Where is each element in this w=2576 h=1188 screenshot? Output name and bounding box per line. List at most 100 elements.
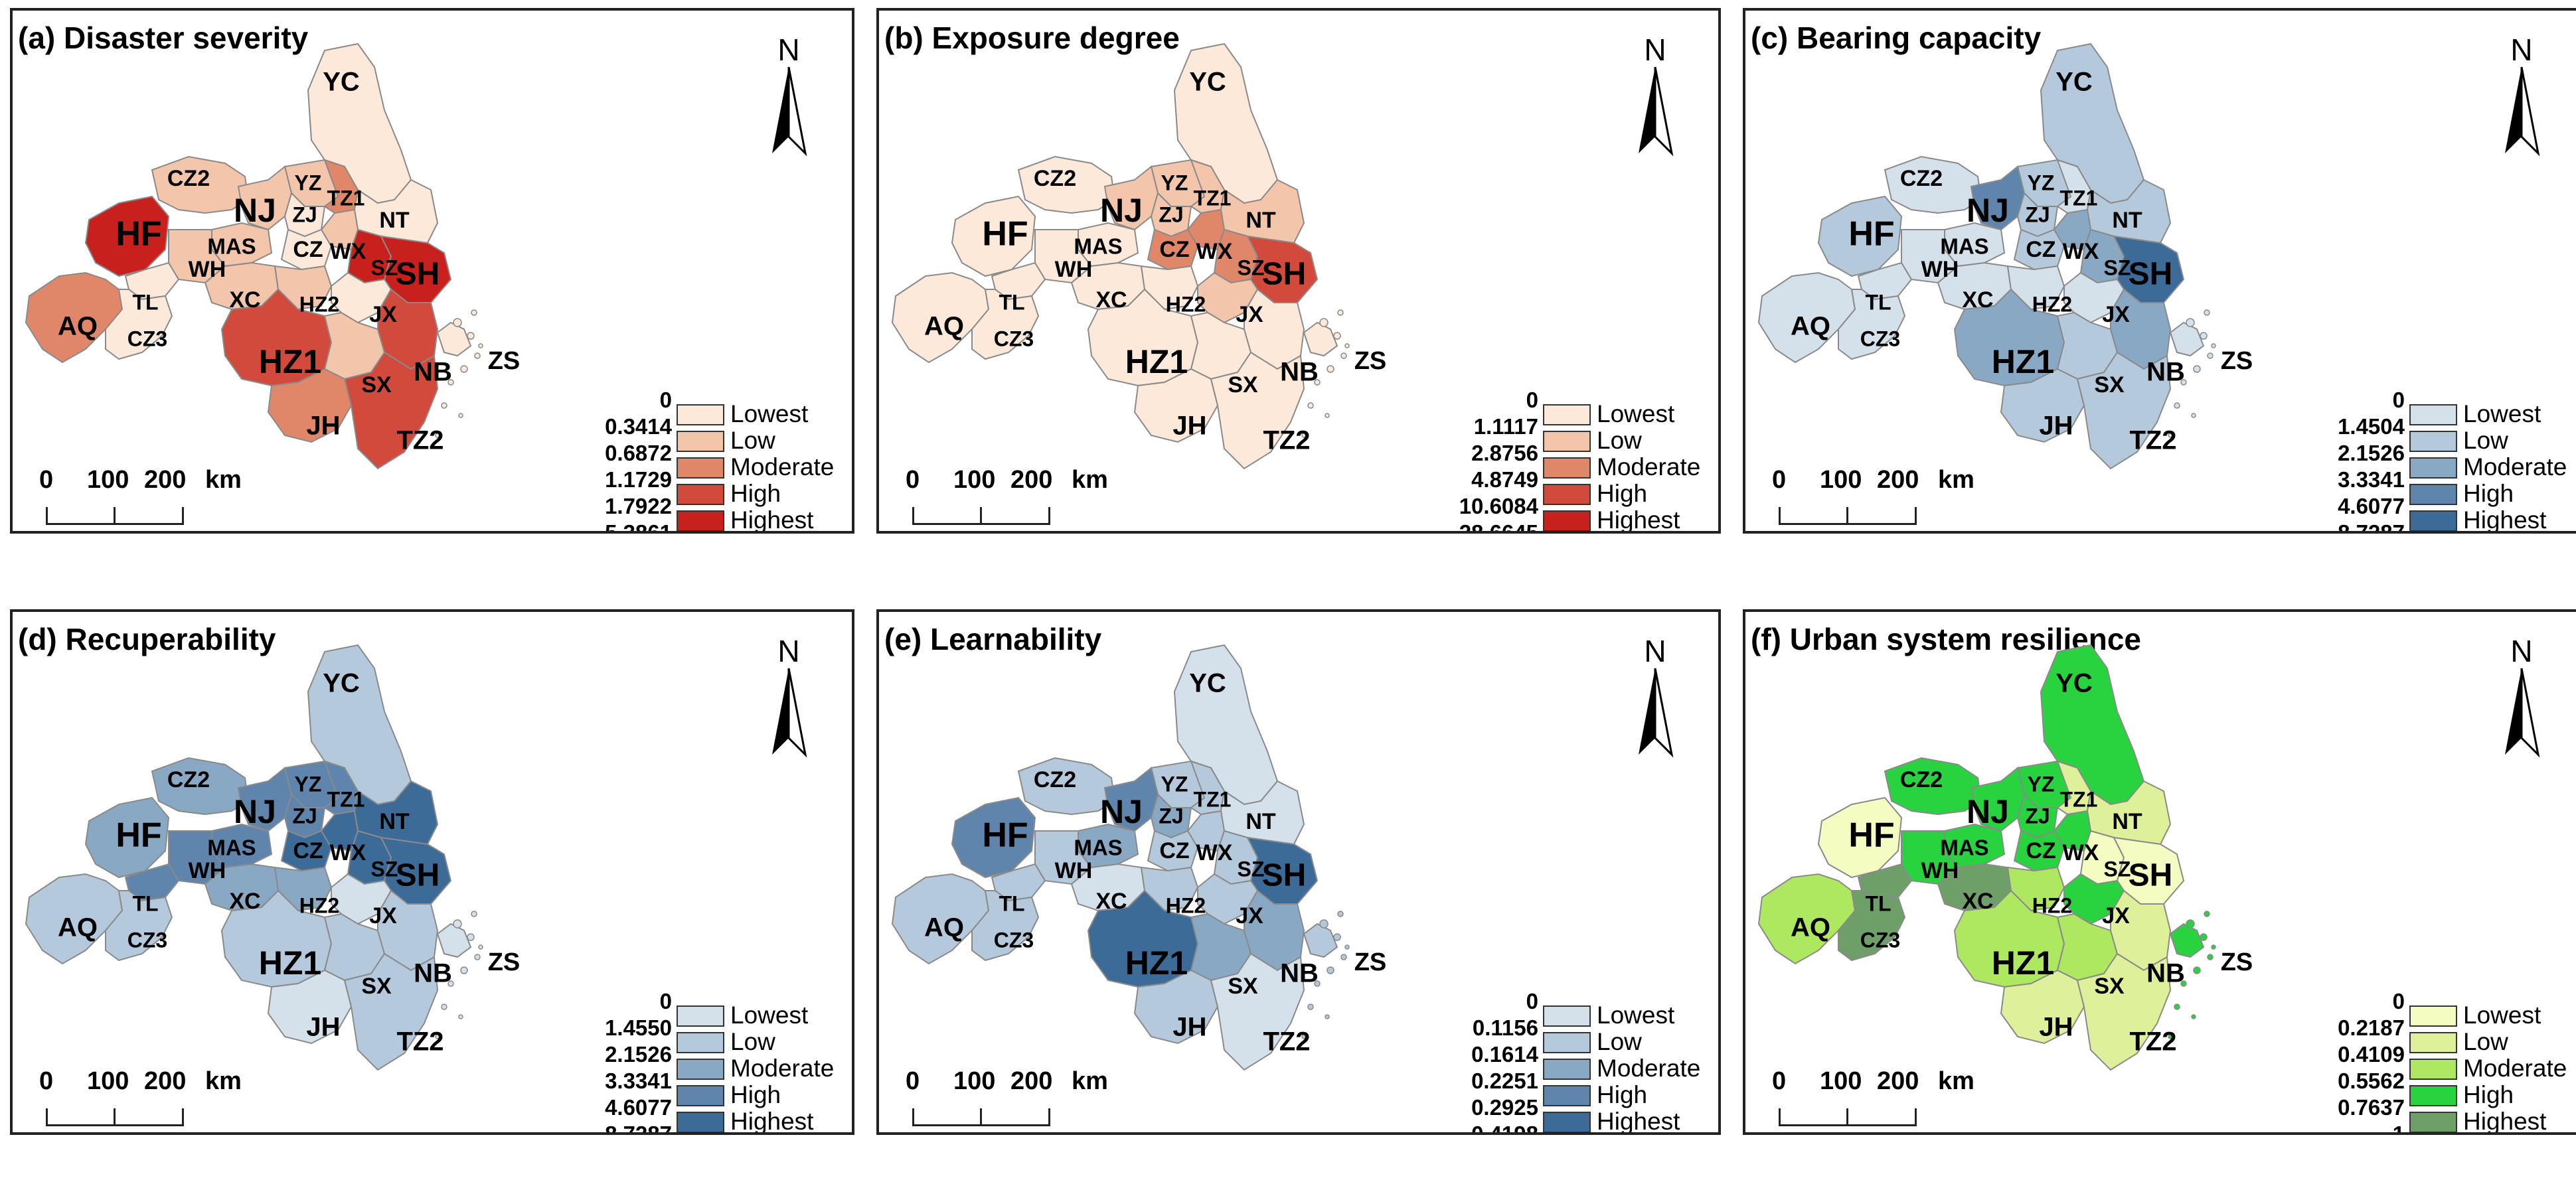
island-zs: [2168, 1034, 2173, 1039]
region-cz2: [1017, 155, 1116, 214]
city-label-hf: HF: [116, 816, 161, 855]
city-label-jx: JX: [2102, 302, 2130, 327]
legend-class-label: Lowest: [730, 1002, 809, 1029]
island-zs: [1333, 933, 1341, 941]
city-label-yz: YZ: [2028, 171, 2055, 194]
city-label-tz2: TZ2: [1263, 1027, 1310, 1057]
island-zs: [2174, 1003, 2180, 1010]
city-label-sx: SX: [361, 974, 392, 999]
city-label-wx: WX: [1196, 840, 1233, 865]
city-label-cz2: CZ2: [1900, 767, 1943, 792]
city-label-sx: SX: [1228, 372, 1258, 398]
city-label-hf: HF: [116, 215, 161, 254]
city-label-sx: SX: [1228, 974, 1258, 999]
island-zs: [2174, 402, 2180, 409]
legend-break-value: 0: [1526, 388, 1538, 412]
legend-break-value: 4.8749: [1471, 467, 1538, 492]
legend-break-value: 5.3861: [605, 520, 672, 534]
island-zs: [2200, 933, 2208, 941]
city-label-tz2: TZ2: [2129, 1027, 2176, 1057]
legend-break-value: 0.3414: [605, 414, 672, 439]
legend-swatch: [2409, 484, 2457, 505]
city-label-xc: XC: [229, 287, 260, 313]
city-label-sx: SX: [361, 372, 392, 398]
city-label-cz2: CZ2: [167, 767, 210, 792]
city-label-wx: WX: [330, 840, 366, 865]
city-label-sh: SH: [1262, 858, 1307, 893]
city-label-yc: YC: [323, 669, 360, 698]
city-label-sh: SH: [396, 858, 440, 893]
scale-tick: [980, 1108, 982, 1126]
city-label-nj: NJ: [1967, 793, 2009, 830]
legend-class-label: Lowest: [730, 400, 809, 427]
city-label-nj: NJ: [1100, 192, 1143, 229]
north-label: N: [2510, 634, 2533, 668]
region-nb: [2110, 288, 2172, 370]
city-label-nt: NT: [2112, 208, 2142, 233]
legend-class-label: High: [730, 1081, 781, 1108]
city-label-hz2: HZ2: [299, 893, 339, 917]
scale-bar: 0 100 200 km: [1764, 1067, 1974, 1132]
north-label: N: [1644, 33, 1666, 67]
scale-tick: [1779, 1108, 1781, 1126]
city-label-hz1: HZ1: [1992, 944, 2054, 982]
region-jh: [1133, 969, 1219, 1045]
scale-unit: km: [205, 466, 242, 494]
island-zs: [2186, 318, 2195, 327]
city-label-sz: SZ: [371, 256, 398, 279]
region-nb: [377, 288, 439, 370]
city-label-jh: JH: [2039, 1013, 2073, 1042]
island-zs: [1340, 352, 1347, 359]
scale-tick: [182, 1108, 184, 1126]
scale-tick: [1048, 1108, 1050, 1126]
island-zs: [441, 402, 447, 409]
city-label-wx: WX: [1196, 239, 1233, 264]
scale-label: 0: [39, 466, 54, 494]
legend-break-value: 28.6645: [1459, 520, 1538, 534]
north-arrow-icon: [1639, 66, 1674, 157]
island-zs: [458, 1014, 463, 1019]
legend-class-label: Highest: [730, 1108, 814, 1135]
island-zs: [471, 309, 477, 316]
legend-break-value: 1.1729: [605, 467, 672, 492]
scale-label: 100: [87, 466, 129, 494]
scale-unit: km: [1938, 466, 1974, 494]
island-zs: [478, 343, 483, 348]
city-label-sz: SZ: [371, 857, 398, 881]
city-label-yz: YZ: [1161, 772, 1188, 796]
scale-tick: [114, 507, 116, 524]
island-zs: [441, 1003, 447, 1010]
city-label-wx: WX: [2063, 840, 2099, 865]
legend-class-label: Lowest: [2463, 400, 2541, 427]
region-jh: [2000, 368, 2085, 443]
legend-swatch: [677, 1112, 724, 1132]
city-label-cz3: CZ3: [127, 928, 167, 952]
island-zs: [478, 944, 483, 950]
region-jh: [267, 969, 353, 1045]
island-zs: [2193, 966, 2201, 974]
region-cz: [280, 228, 333, 271]
island-zs: [447, 379, 454, 386]
island-zs: [2207, 352, 2214, 359]
city-label-xc: XC: [1962, 287, 1993, 313]
city-label-zs: ZS: [488, 948, 521, 976]
region-hf: [951, 195, 1036, 277]
region-cz: [280, 830, 333, 872]
region-hf: [84, 796, 170, 879]
region-nb: [377, 889, 439, 972]
city-label-tz2: TZ2: [396, 426, 443, 455]
city-label-sh: SH: [1262, 257, 1307, 292]
city-label-cz: CZ: [293, 838, 323, 863]
city-label-tl: TL: [132, 290, 158, 314]
city-label-aq: AQ: [1791, 312, 1830, 341]
legend-swatch: [2409, 404, 2457, 425]
city-label-zs: ZS: [488, 347, 521, 375]
island-zs: [2207, 954, 2214, 960]
city-label-jh: JH: [2039, 411, 2073, 441]
city-label-jx: JX: [1236, 302, 1263, 327]
legend-class-label: Highest: [1597, 1108, 1680, 1135]
scale-label: 200: [1010, 1067, 1053, 1095]
scale-tick: [980, 507, 982, 524]
legend-swatch: [1543, 510, 1591, 531]
